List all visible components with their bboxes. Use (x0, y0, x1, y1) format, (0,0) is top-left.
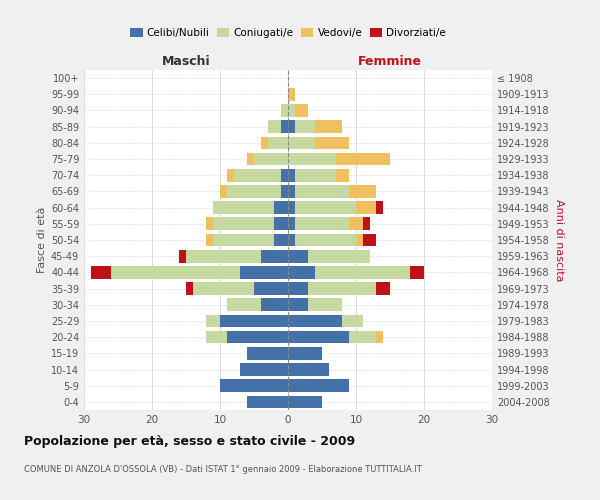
Bar (288, 152, 335, 166)
Bar (281, 185, 288, 198)
Bar (349, 185, 376, 198)
Bar (335, 169, 349, 181)
Bar (288, 266, 315, 278)
Text: Femmine: Femmine (358, 54, 422, 68)
Bar (356, 234, 363, 246)
Bar (206, 234, 213, 246)
Bar (213, 234, 274, 246)
Bar (254, 282, 288, 295)
Bar (186, 250, 261, 262)
Bar (91, 266, 111, 278)
Bar (349, 218, 363, 230)
Bar (288, 218, 295, 230)
Bar (288, 298, 308, 311)
Bar (179, 250, 186, 262)
Bar (295, 169, 335, 181)
Text: COMUNE DI ANZOLA D'OSSOLA (VB) - Dati ISTAT 1° gennaio 2009 - Elaborazione TUTTI: COMUNE DI ANZOLA D'OSSOLA (VB) - Dati IS… (24, 465, 422, 474)
Bar (220, 380, 288, 392)
Bar (213, 202, 274, 214)
Bar (288, 363, 329, 376)
Bar (213, 218, 274, 230)
Text: Maschi: Maschi (161, 54, 211, 68)
Bar (274, 218, 288, 230)
Bar (206, 314, 220, 328)
Bar (349, 331, 376, 344)
Bar (281, 169, 288, 181)
Bar (288, 396, 322, 408)
Legend: Celibi/Nubili, Coniugati/e, Vedovi/e, Divorziati/e: Celibi/Nubili, Coniugati/e, Vedovi/e, Di… (126, 24, 450, 42)
Bar (274, 202, 288, 214)
Bar (268, 136, 288, 149)
Bar (247, 152, 254, 166)
Bar (227, 331, 288, 344)
Bar (241, 266, 288, 278)
Bar (288, 202, 295, 214)
Bar (247, 347, 288, 360)
Bar (193, 282, 254, 295)
Bar (335, 152, 390, 166)
Text: Popolazione per età, sesso e stato civile - 2009: Popolazione per età, sesso e stato civil… (24, 435, 355, 448)
Bar (315, 120, 343, 133)
Bar (376, 282, 390, 295)
Bar (288, 88, 295, 101)
Bar (295, 185, 349, 198)
Bar (288, 120, 295, 133)
Bar (295, 202, 356, 214)
Bar (288, 104, 295, 117)
Bar (376, 331, 383, 344)
Bar (261, 136, 268, 149)
Bar (295, 218, 349, 230)
Bar (295, 104, 308, 117)
Bar (288, 234, 295, 246)
Bar (206, 218, 213, 230)
Bar (288, 314, 343, 328)
Bar (233, 169, 281, 181)
Bar (220, 314, 288, 328)
Bar (274, 234, 288, 246)
Bar (288, 282, 308, 295)
Bar (111, 266, 241, 278)
Bar (288, 250, 308, 262)
Bar (288, 331, 349, 344)
Bar (281, 104, 288, 117)
Bar (247, 396, 288, 408)
Bar (295, 234, 356, 246)
Bar (356, 202, 376, 214)
Bar (261, 250, 288, 262)
Bar (363, 218, 370, 230)
Bar (308, 298, 343, 311)
Bar (227, 169, 233, 181)
Bar (288, 136, 315, 149)
Bar (241, 363, 288, 376)
Bar (376, 202, 383, 214)
Bar (410, 266, 424, 278)
Bar (363, 234, 376, 246)
Bar (288, 169, 295, 181)
Bar (254, 152, 288, 166)
Bar (295, 120, 315, 133)
Bar (281, 120, 288, 133)
Bar (227, 185, 281, 198)
Bar (206, 331, 227, 344)
Bar (288, 347, 322, 360)
Bar (308, 250, 370, 262)
Bar (315, 266, 410, 278)
Bar (288, 380, 349, 392)
Bar (315, 136, 349, 149)
Bar (288, 185, 295, 198)
Bar (268, 120, 281, 133)
Bar (261, 298, 288, 311)
Bar (227, 298, 261, 311)
Bar (186, 282, 193, 295)
Bar (343, 314, 363, 328)
Bar (220, 185, 227, 198)
Bar (308, 282, 376, 295)
Y-axis label: Fasce di età: Fasce di età (37, 207, 47, 273)
Y-axis label: Anni di nascita: Anni di nascita (554, 198, 563, 281)
